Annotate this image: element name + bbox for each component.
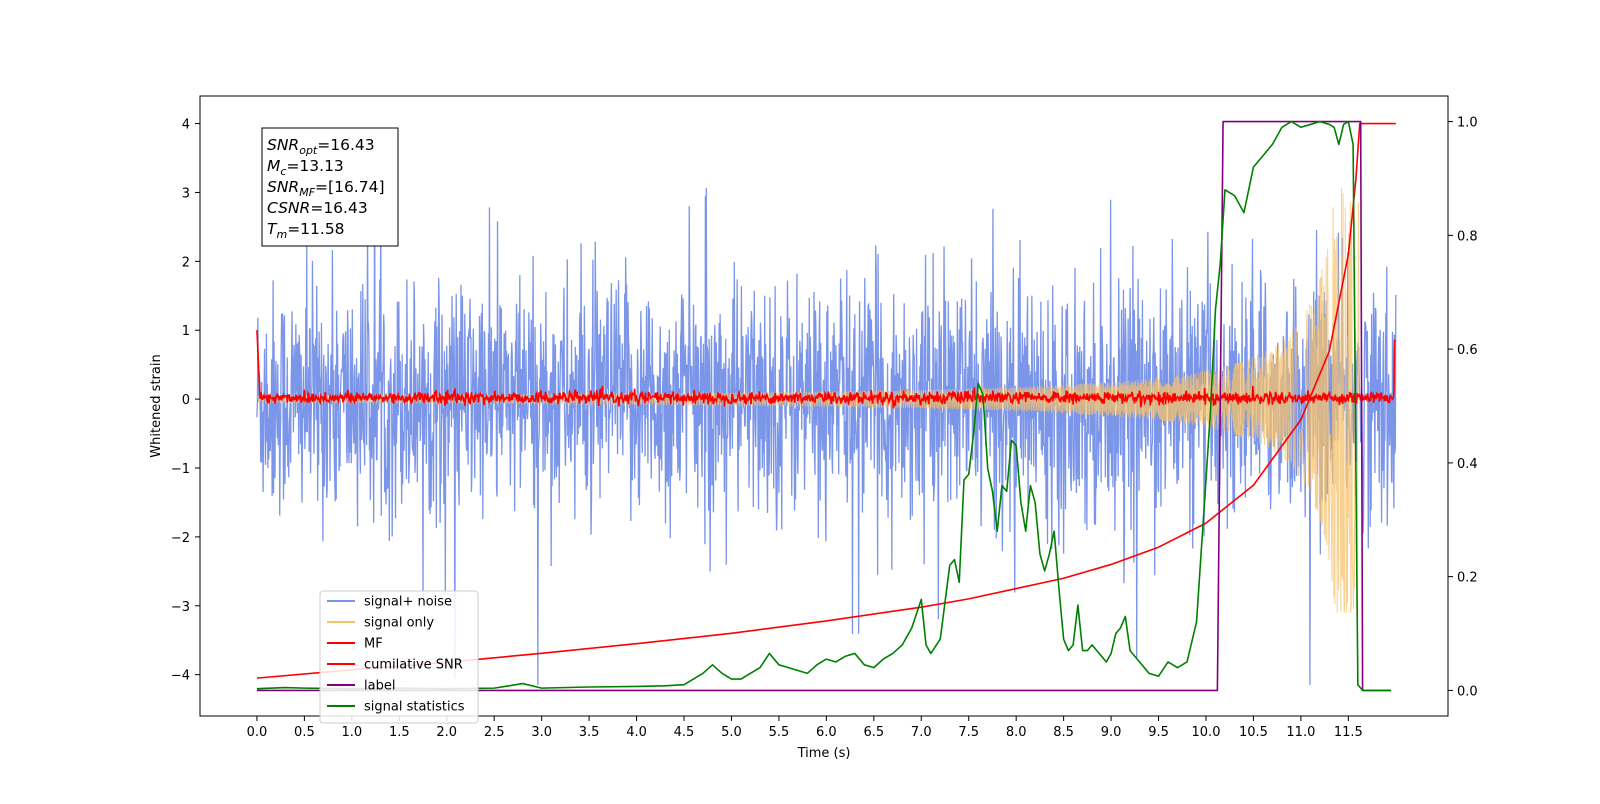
plot-frame <box>199 95 1449 717</box>
x-tick-label: 9.0 <box>1101 725 1122 740</box>
x-tick-label: 7.5 <box>958 725 979 740</box>
y2-tick-label: 1.0 <box>1457 116 1478 131</box>
x-tick-label: 1.5 <box>389 725 410 740</box>
y2-tick-label: 0.8 <box>1457 229 1478 244</box>
series-signal-only <box>256 188 1363 613</box>
x-tick-label: 3.0 <box>531 725 552 740</box>
x-tick-label: 2.5 <box>484 725 505 740</box>
y-tick-label: 2 <box>182 255 190 270</box>
x-tick-label: 6.5 <box>863 725 884 740</box>
legend-frame <box>319 590 479 724</box>
x-tick-label: 5.0 <box>721 725 742 740</box>
stat-mc: Mc=13.13 <box>267 157 344 178</box>
x-tick-label: 10.5 <box>1239 725 1268 740</box>
stats-box-frame <box>261 127 399 247</box>
y-tick-label: 0 <box>182 393 190 408</box>
y-axis-right: 0.0 0.2 0.4 0.6 0.8 1.0 <box>1448 116 1478 699</box>
stat-snr-mf: SNRMF=[16.74] <box>267 178 385 199</box>
y2-tick-label: 0.2 <box>1457 571 1478 586</box>
stats-box: SNRopt=16.43 Mc=13.13 SNRMF=[16.74] CSNR… <box>261 127 399 247</box>
y-tick-label: −2 <box>171 531 190 546</box>
legend-label: cumilative SNR <box>364 658 463 673</box>
y2-tick-label: 0.6 <box>1457 343 1478 358</box>
x-tick-label: 10.0 <box>1192 725 1221 740</box>
y-tick-label: −3 <box>171 600 190 615</box>
legend-label: MF <box>364 637 383 652</box>
series-mf <box>256 330 1396 409</box>
y2-tick-label: 0.4 <box>1457 457 1478 472</box>
y-tick-label: −4 <box>171 669 190 684</box>
stat-snr-opt: SNRopt=16.43 <box>267 136 375 157</box>
stat-tm: Tm=11.58 <box>267 220 345 241</box>
x-tick-label: 7.0 <box>911 725 932 740</box>
x-tick-label: 2.0 <box>436 725 457 740</box>
legend-label: signal statistics <box>364 700 465 715</box>
y-axis-left: −4 −3 −2 −1 0 1 2 3 4 <box>171 118 200 684</box>
x-tick-label: 9.5 <box>1148 725 1169 740</box>
legend-label: label <box>364 679 395 694</box>
legend: signal+ noise signal only MF cumilative SNR… <box>319 590 479 724</box>
x-tick-label: 1.0 <box>342 725 363 740</box>
stat-csnr: CSNR=16.43 <box>267 199 368 217</box>
x-axis-label: Time (s) <box>797 746 851 761</box>
x-tick-label: 11.0 <box>1286 725 1315 740</box>
series-cumulative-snr <box>256 122 1396 679</box>
x-tick-label: 8.0 <box>1006 725 1027 740</box>
series-layer <box>256 120 1397 692</box>
legend-label: signal only <box>364 616 434 631</box>
legend-label: signal+ noise <box>364 595 452 610</box>
y-tick-label: 1 <box>182 324 190 339</box>
series-signal-statistics <box>256 120 1392 692</box>
x-tick-label: 0.5 <box>294 725 315 740</box>
x-axis: 0.0 0.5 1.0 1.5 2.0 2.5 3.0 3.5 4.0 4.5 5.0 5.5 6.0 6… <box>247 716 1363 740</box>
x-tick-label: 4.0 <box>626 725 647 740</box>
x-tick-label: 0.0 <box>247 725 268 740</box>
x-tick-label: 3.5 <box>579 725 600 740</box>
x-tick-label: 8.5 <box>1053 725 1074 740</box>
y-axis-label: Whitened strain <box>149 354 164 457</box>
x-tick-label: 6.0 <box>816 725 837 740</box>
x-tick-label: 11.5 <box>1334 725 1363 740</box>
x-tick-label: 4.5 <box>674 725 695 740</box>
y2-tick-label: 0.0 <box>1457 684 1478 699</box>
x-tick-label: 5.5 <box>769 725 790 740</box>
y-tick-label: 3 <box>182 186 190 201</box>
y-tick-label: −1 <box>171 462 190 477</box>
y-tick-label: 4 <box>182 118 190 133</box>
